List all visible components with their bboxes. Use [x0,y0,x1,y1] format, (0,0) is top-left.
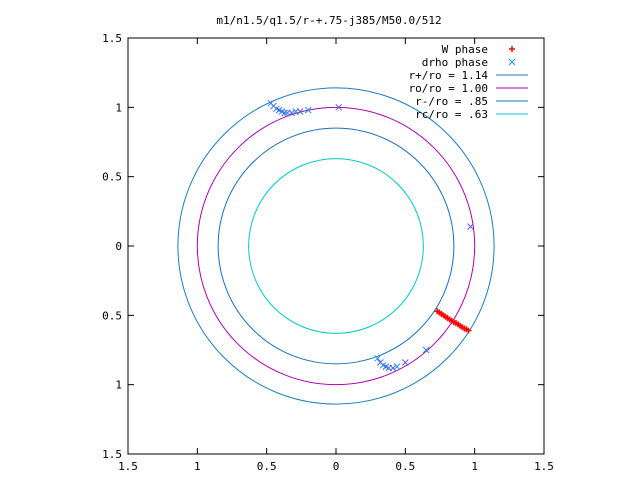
cross-b [304,106,312,114]
legend-label: drho phase [422,56,488,69]
cross-b [401,359,409,366]
drho-phase-point [335,103,343,111]
y-tick-label: 1.5 [102,448,122,461]
cross-b [281,109,289,117]
cross-b [288,109,295,117]
cross-b [508,58,516,66]
circle-r- [217,127,455,365]
legend-label: rc/ro = .63 [415,108,488,121]
y-tick-label: 1 [115,379,122,392]
legend-label: r+/ro = 1.14 [409,69,489,82]
x-tick-label: 1.5 [118,460,138,473]
drho-phase-point [296,108,304,115]
chart-title: m1/n1.5/q1.5/r-+.75-j385/M50.0/512 [216,14,441,27]
cross-b [382,363,390,370]
w-phase-point [465,327,472,334]
legend-label: r-/ro = .85 [415,95,488,108]
data-points [267,99,474,372]
y-tick-label: 0.5 [102,309,122,322]
y-tick-label: 0 [115,240,122,253]
drho-phase-point [288,109,295,117]
cross-b [374,354,381,362]
circle-rc [248,158,424,334]
circle-ro [196,106,476,386]
legend-cross-sample [508,58,516,66]
cross-b [379,361,387,369]
cross-b [296,108,304,115]
cross-b [393,363,401,370]
cross-b [273,105,280,113]
cross-b [275,106,283,114]
legend-plus-sample [509,46,515,52]
y-tick-label: 0.5 [102,171,122,184]
legend-label: W phase [442,43,488,56]
drho-phase-point [393,363,401,370]
cross-b [278,108,286,115]
x-tick-label: 1.5 [534,460,554,473]
drho-phase-point [374,354,381,362]
cross-b [389,364,397,372]
y-tick-label: 1.5 [102,32,122,45]
legend-label: ro/ro = 1.00 [409,82,488,95]
circle-r+ [177,87,495,405]
drho-phase-point [281,109,289,117]
x-tick-label: 1 [471,460,478,473]
x-tick-label: 0.5 [395,460,415,473]
axis-ticks: 1.5 1 0.5 0 0.5 1 1.51.510.500.511.5 [102,32,554,473]
x-tick-label: 1 [194,460,201,473]
drho-phase-point [467,223,474,230]
x-tick-label: 0 [333,460,340,473]
drho-phase-point [304,106,312,114]
cross-b [422,346,430,354]
cross-b [467,223,474,230]
reference-circles [177,87,495,405]
drho-phase-point [422,346,430,354]
x-tick-label: 0.5 [257,460,277,473]
drho-phase-point [401,359,409,366]
y-tick-label: 1 [115,101,122,114]
drho-phase-point [389,364,397,372]
cross-b [335,103,343,111]
